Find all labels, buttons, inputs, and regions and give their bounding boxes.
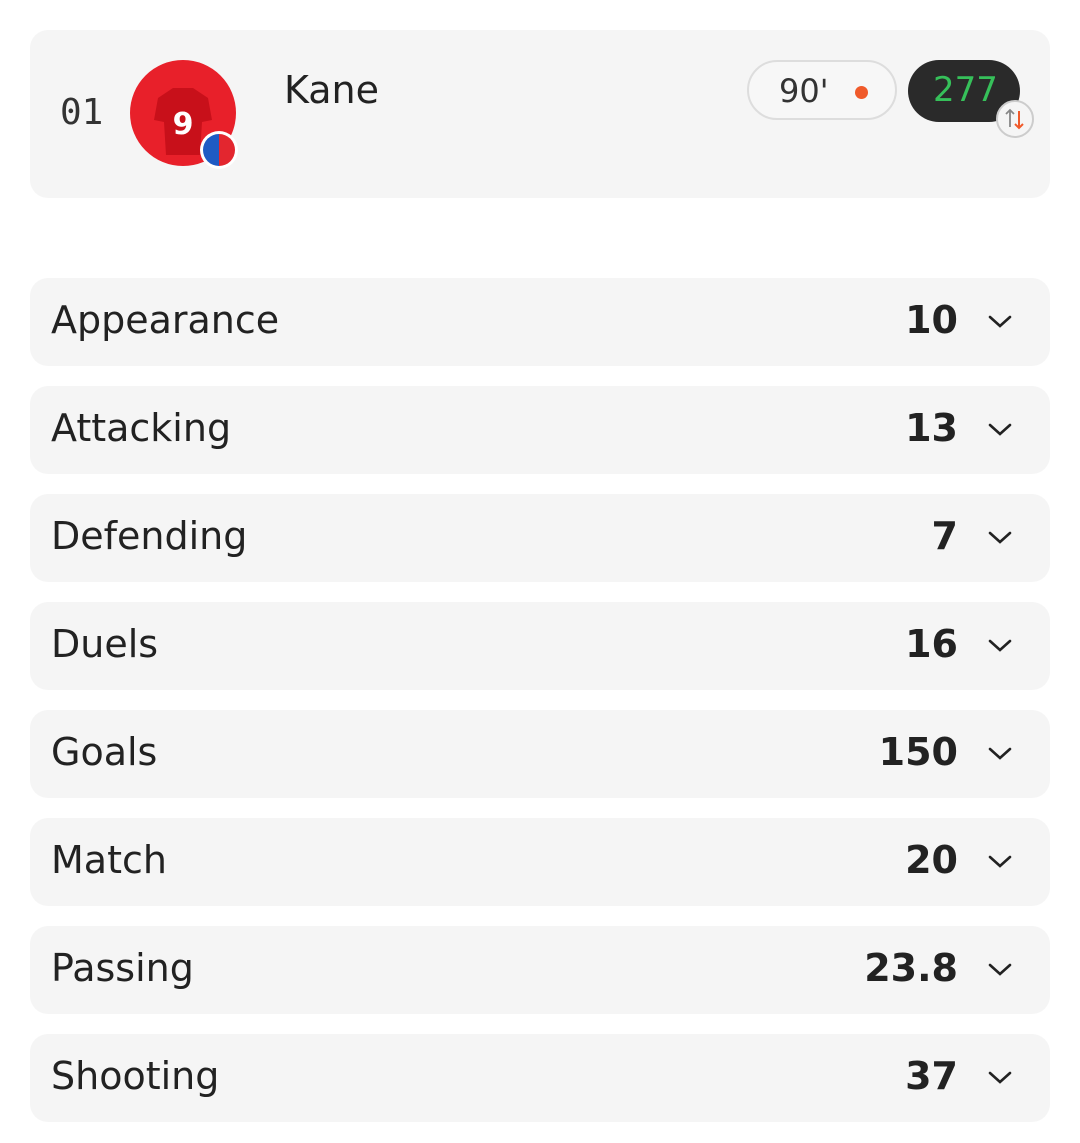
points: 277 [933, 70, 998, 110]
stat-value: 20 [905, 838, 958, 882]
chevron-path [988, 963, 1012, 976]
stat-value: 13 [905, 406, 958, 450]
stat-row[interactable]: Appearance 10 [30, 278, 1050, 366]
stat-row[interactable]: Goals 150 [30, 710, 1050, 798]
chevron[interactable] [986, 852, 1014, 872]
player-name: Kane [284, 68, 379, 112]
chevron[interactable] [986, 960, 1014, 980]
stat-row[interactable]: Defending 7 [30, 494, 1050, 582]
live-dot [855, 86, 868, 99]
stat-row[interactable]: Shooting 37 [30, 1034, 1050, 1122]
rank: 01 [60, 92, 104, 133]
chevron[interactable] [986, 420, 1014, 440]
chevron-path [988, 639, 1012, 652]
stat-label: Goals [51, 730, 158, 774]
chevron[interactable] [986, 528, 1014, 548]
chevron[interactable] [986, 1068, 1014, 1088]
minutes-pill: 90' [747, 60, 897, 120]
stat-value: 150 [878, 730, 958, 774]
stat-row[interactable]: Passing 23.8 [30, 926, 1050, 1014]
stat-value: 10 [905, 298, 958, 342]
stat-value: 23.8 [864, 946, 958, 990]
chevron-path [988, 315, 1012, 328]
stat-label: Defending [51, 514, 248, 558]
stat-label: Appearance [51, 298, 280, 342]
minutes: 90' [779, 72, 829, 110]
chevron[interactable] [986, 636, 1014, 656]
svg-text:9: 9 [173, 107, 194, 142]
stat-label: Duels [51, 622, 159, 666]
stat-label: Passing [51, 946, 194, 990]
stat-label: Attacking [51, 406, 232, 450]
chevron-path [988, 1071, 1012, 1084]
stat-label: Shooting [51, 1054, 220, 1098]
stat-label: Match [51, 838, 167, 882]
stat-value: 16 [905, 622, 958, 666]
chevron-path [988, 855, 1012, 868]
chevron-path [988, 531, 1012, 544]
stat-value: 37 [905, 1054, 958, 1098]
stat-row[interactable]: Duels 16 [30, 602, 1050, 690]
avatar: 9 [130, 60, 238, 169]
chevron[interactable] [986, 744, 1014, 764]
chevron-path [988, 747, 1012, 760]
stat-row[interactable]: Attacking 13 [30, 386, 1050, 474]
chevron[interactable] [986, 312, 1014, 332]
stat-row[interactable]: Match 20 [30, 818, 1050, 906]
player-card: 01 9 Kane 90' 277 [30, 30, 1050, 198]
swap-icon[interactable] [995, 99, 1035, 139]
chevron-path [988, 423, 1012, 436]
stat-value: 7 [931, 514, 958, 558]
